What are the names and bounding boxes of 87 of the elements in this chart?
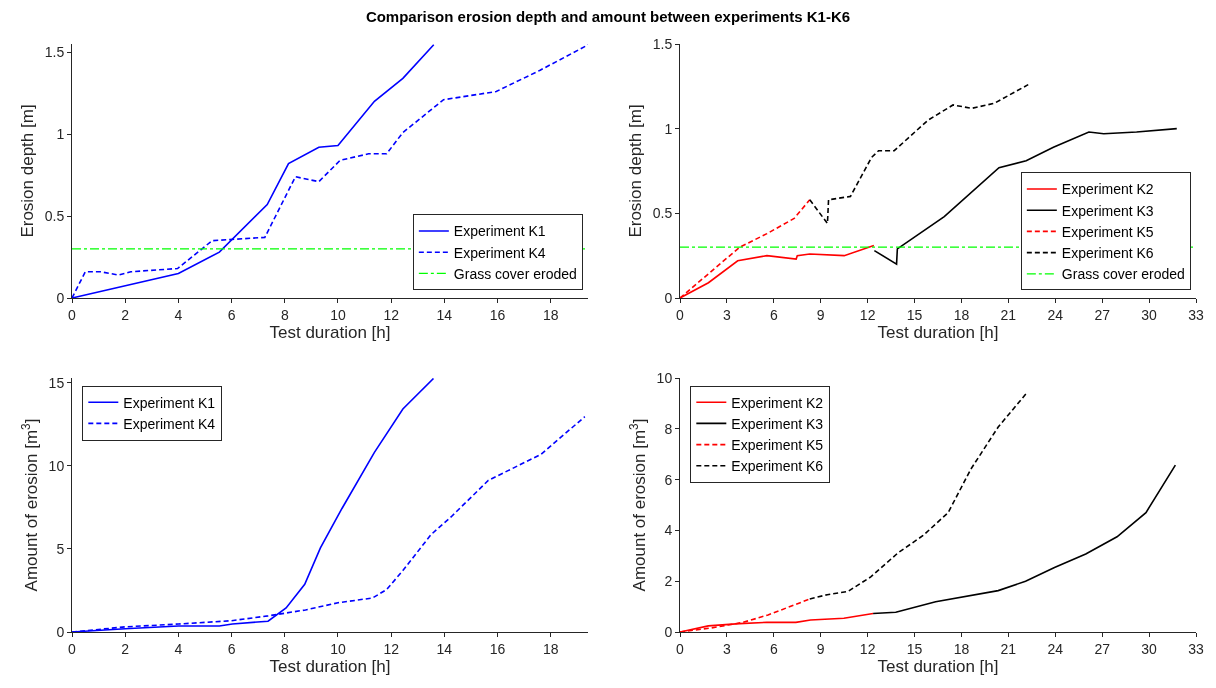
x-tick-label: 10 (330, 640, 346, 657)
x-tick-label: 21 (1000, 306, 1017, 323)
line-series (808, 391, 1028, 600)
x-tick-label: 4 (174, 306, 183, 323)
x-tick-label: 27 (1094, 306, 1111, 323)
y-tick-label: 10 (48, 457, 65, 474)
y-tick-label: 6 (664, 471, 673, 488)
x-tick-label: 18 (542, 640, 559, 657)
x-tick-label: 3 (723, 306, 732, 323)
legend-label: Experiment K2 (1061, 181, 1154, 198)
x-tick-label: 18 (542, 306, 559, 323)
x-tick-label: 14 (436, 640, 453, 657)
y-tick-label: 4 (664, 522, 673, 539)
y-tick-label: 0 (56, 623, 65, 640)
legend-label: Experiment K2 (731, 394, 824, 411)
y-tick-label: 1.5 (652, 35, 673, 52)
y-tick-label: 0 (664, 289, 673, 306)
y-tick-label: 0 (664, 623, 673, 640)
legend-label: Experiment K5 (1061, 223, 1154, 240)
x-tick-label: 0 (68, 640, 77, 657)
x-tick-label: 8 (280, 306, 289, 323)
x-tick-label: 9 (816, 640, 825, 657)
x-tick-label: 27 (1094, 640, 1111, 657)
x-tick-label: 16 (489, 640, 506, 657)
x-tick-label: 0 (676, 306, 685, 323)
x-tick-label: 6 (227, 306, 236, 323)
legend-label: Grass cover eroded (453, 265, 577, 282)
x-tick-label: 10 (330, 306, 346, 323)
y-tick-label: 10 (656, 369, 673, 386)
x-tick-label: 0 (676, 640, 685, 657)
x-tick-label: 6 (769, 306, 778, 323)
x-tick-label: 6 (769, 640, 778, 657)
y-tick-label: 5 (56, 540, 65, 557)
legend-label: Experiment K4 (123, 415, 216, 432)
y-tick-label: 0 (56, 289, 65, 306)
y-tick-label: 15 (48, 374, 65, 391)
y-tick-label: 2 (664, 573, 673, 590)
legend-label: Experiment K4 (453, 244, 546, 261)
legend-label: Experiment K6 (1061, 245, 1154, 262)
x-axis-title: Test duration [h] (877, 322, 999, 342)
x-tick-label: 12 (859, 306, 876, 323)
y-axis-title: Erosion depth [m] (626, 104, 646, 238)
x-tick-label: 24 (1047, 306, 1064, 323)
x-tick-label: 33 (1188, 640, 1204, 657)
legend-label: Experiment K1 (453, 223, 546, 240)
line-series (808, 83, 1030, 225)
x-tick-label: 16 (489, 306, 506, 323)
x-tick-label: 6 (227, 640, 236, 657)
x-tick-label: 4 (174, 640, 183, 657)
line-series (872, 464, 1177, 615)
x-tick-label: 2 (121, 306, 130, 323)
line-series (873, 127, 1178, 265)
x-tick-label: 15 (906, 640, 923, 657)
y-tick-label: 1.5 (44, 44, 65, 61)
y-tick-label: 1 (56, 126, 65, 143)
y-tick-label: 0.5 (652, 205, 673, 222)
legend-label: Experiment K3 (731, 415, 824, 432)
x-tick-label: 12 (383, 306, 400, 323)
legend-label: Grass cover eroded (1061, 266, 1185, 283)
y-tick-label: 1 (664, 120, 673, 137)
chart-title: Comparison erosion depth and amount between experiments K1-K6 (364, 8, 852, 25)
x-tick-label: 12 (859, 640, 876, 657)
x-tick-label: 30 (1141, 640, 1158, 657)
y-tick-label: 0.5 (44, 207, 65, 224)
x-tick-label: 24 (1047, 640, 1064, 657)
x-tick-label: 15 (906, 306, 923, 323)
x-tick-label: 21 (1000, 640, 1017, 657)
x-tick-label: 3 (723, 640, 732, 657)
x-tick-label: 9 (816, 306, 825, 323)
x-tick-label: 30 (1141, 306, 1158, 323)
x-tick-label: 0 (68, 306, 77, 323)
legend-label: Experiment K3 (1061, 202, 1154, 219)
legend-label: Experiment K5 (731, 437, 824, 454)
x-tick-label: 18 (953, 640, 970, 657)
x-tick-label: 8 (280, 640, 289, 657)
x-tick-label: 12 (383, 640, 400, 657)
x-axis-title: Test duration [h] (877, 656, 999, 676)
x-tick-label: 2 (121, 640, 130, 657)
x-axis-title: Test duration [h] (269, 656, 391, 676)
x-tick-label: 14 (436, 306, 453, 323)
legend-label: Experiment K1 (123, 394, 216, 411)
legend-label: Experiment K6 (731, 458, 824, 475)
x-axis-title: Test duration [h] (269, 322, 391, 342)
y-tick-label: 8 (664, 420, 673, 437)
x-tick-label: 33 (1188, 306, 1204, 323)
x-tick-label: 18 (953, 306, 970, 323)
y-axis-title: Erosion depth [m] (18, 104, 38, 238)
